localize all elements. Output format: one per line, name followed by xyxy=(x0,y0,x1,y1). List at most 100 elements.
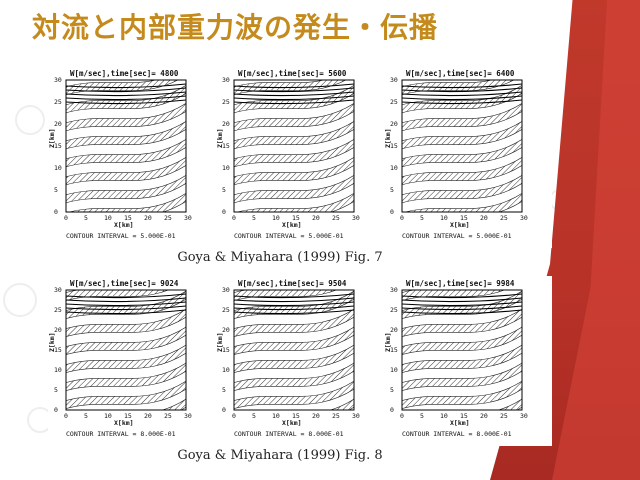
x-tick-label: 5 xyxy=(420,214,424,222)
contour-interval-label: CONTOUR INTERVAL = 5.000E-01 xyxy=(234,232,344,240)
y-tick-label: 25 xyxy=(54,98,62,106)
plot-frame xyxy=(233,289,355,411)
contour-interval-label: CONTOUR INTERVAL = 8.000E-01 xyxy=(402,430,512,438)
y-tick-label: 5 xyxy=(222,386,226,394)
y-tick-label: 25 xyxy=(54,306,62,314)
y-axis-label: Z[km] xyxy=(48,332,56,352)
y-tick-label: 5 xyxy=(222,186,226,194)
x-tick-label: 25 xyxy=(164,214,172,222)
x-axis-label: X[km] xyxy=(450,419,470,427)
x-tick-label: 20 xyxy=(312,412,320,420)
contour-plot: W[m/sec],time[sec]= 5600 0 5 10 15 20 25 30 0 5 10… xyxy=(216,69,360,240)
y-tick-label: 10 xyxy=(390,366,398,374)
y-tick-label: 5 xyxy=(54,386,58,394)
contour-plot: W[m/sec],time[sec]= 4800 0 5 10 15 20 25 30 0 5 10… xyxy=(48,69,192,240)
panel-title: W[m/sec],time[sec]= 9504 xyxy=(238,279,347,288)
x-tick-label: 0 xyxy=(400,214,404,222)
x-tick-label: 10 xyxy=(272,412,280,420)
y-tick-label: 20 xyxy=(54,326,62,334)
x-tick-label: 5 xyxy=(420,412,424,420)
y-tick-label: 0 xyxy=(222,406,226,414)
y-tick-label: 10 xyxy=(54,366,62,374)
y-tick-label: 0 xyxy=(222,208,226,216)
y-tick-label: 30 xyxy=(390,76,398,84)
y-tick-label: 15 xyxy=(54,142,62,150)
x-tick-label: 30 xyxy=(184,214,192,222)
contour-field xyxy=(402,80,522,212)
figure-7-caption: Goya & Miyahara (1999) Fig. 7 xyxy=(177,250,383,265)
x-tick-label: 10 xyxy=(272,214,280,222)
x-tick-label: 30 xyxy=(520,412,528,420)
contour-field xyxy=(66,290,186,410)
y-tick-label: 0 xyxy=(390,208,394,216)
x-tick-label: 30 xyxy=(352,214,360,222)
x-tick-label: 15 xyxy=(124,412,132,420)
y-tick-label: 15 xyxy=(390,346,398,354)
x-tick-label: 10 xyxy=(440,412,448,420)
y-tick-label: 0 xyxy=(54,208,58,216)
x-tick-label: 15 xyxy=(460,412,468,420)
y-tick-label: 25 xyxy=(222,98,230,106)
x-tick-label: 15 xyxy=(292,214,300,222)
x-tick-label: 10 xyxy=(104,412,112,420)
panel-title: W[m/sec],time[sec]= 9984 xyxy=(406,279,515,288)
y-tick-label: 25 xyxy=(390,306,398,314)
x-tick-label: 15 xyxy=(124,214,132,222)
panel-title: W[m/sec],time[sec]= 6400 xyxy=(406,69,515,78)
y-axis-label: Z[km] xyxy=(48,128,56,148)
panel-title: W[m/sec],time[sec]= 4800 xyxy=(70,69,179,78)
x-tick-label: 30 xyxy=(520,214,528,222)
plot-frame xyxy=(401,79,523,213)
fig7-panel-1: W[m/sec],time[sec]= 4800 0 5 10 15 20 25 30 0 5 10… xyxy=(48,66,216,248)
y-tick-label: 25 xyxy=(390,98,398,106)
y-tick-label: 20 xyxy=(390,326,398,334)
contour-plot: W[m/sec],time[sec]= 9504 0 5 10 15 20 25 30 0 5 10… xyxy=(216,279,360,438)
contour-field xyxy=(234,290,354,410)
x-axis-label: X[km] xyxy=(282,221,302,229)
x-tick-label: 20 xyxy=(144,412,152,420)
y-tick-label: 20 xyxy=(54,120,62,128)
x-tick-label: 5 xyxy=(252,412,256,420)
x-tick-label: 25 xyxy=(500,412,508,420)
contour-interval-label: CONTOUR INTERVAL = 8.000E-01 xyxy=(234,430,344,438)
x-tick-label: 0 xyxy=(232,214,236,222)
y-tick-label: 30 xyxy=(222,76,230,84)
figure-8: W[m/sec],time[sec]= 9024 0 5 10 15 20 25 30 0 5 10… xyxy=(48,276,552,446)
x-tick-label: 25 xyxy=(500,214,508,222)
y-tick-label: 25 xyxy=(222,306,230,314)
plot-frame xyxy=(401,289,523,411)
y-axis-label: Z[km] xyxy=(216,128,224,148)
y-tick-label: 15 xyxy=(54,346,62,354)
y-tick-label: 30 xyxy=(54,286,62,294)
x-tick-label: 0 xyxy=(64,412,68,420)
y-tick-label: 30 xyxy=(54,76,62,84)
x-axis-label: X[km] xyxy=(450,221,470,229)
figure-8-caption: Goya & Miyahara (1999) Fig. 8 xyxy=(177,448,383,463)
y-tick-label: 10 xyxy=(222,366,230,374)
y-tick-label: 5 xyxy=(390,386,394,394)
y-tick-label: 30 xyxy=(222,286,230,294)
y-tick-label: 30 xyxy=(390,286,398,294)
x-tick-label: 5 xyxy=(84,214,88,222)
panel-title: W[m/sec],time[sec]= 9024 xyxy=(70,279,179,288)
x-tick-label: 0 xyxy=(400,412,404,420)
x-tick-label: 25 xyxy=(332,412,340,420)
slide-title: 対流と内部重力波の発生・伝播 xyxy=(32,11,439,44)
figure-7: W[m/sec],time[sec]= 4800 0 5 10 15 20 25 30 0 5 10… xyxy=(48,66,552,248)
x-tick-label: 10 xyxy=(440,214,448,222)
fig8-panel-3: W[m/sec],time[sec]= 9984 0 5 10 15 20 25 30 0 5 10… xyxy=(384,276,552,446)
x-tick-label: 20 xyxy=(480,412,488,420)
y-tick-label: 15 xyxy=(222,346,230,354)
contour-plot: W[m/sec],time[sec]= 9024 0 5 10 15 20 25 30 0 5 10… xyxy=(48,279,192,438)
fig8-panel-1: W[m/sec],time[sec]= 9024 0 5 10 15 20 25 30 0 5 10… xyxy=(48,276,216,446)
y-tick-label: 20 xyxy=(222,326,230,334)
y-tick-label: 5 xyxy=(54,186,58,194)
y-tick-label: 10 xyxy=(54,164,62,172)
y-tick-label: 10 xyxy=(222,164,230,172)
x-tick-label: 10 xyxy=(104,214,112,222)
x-tick-label: 15 xyxy=(292,412,300,420)
y-tick-label: 5 xyxy=(390,186,394,194)
panel-title: W[m/sec],time[sec]= 5600 xyxy=(238,69,347,78)
contour-field xyxy=(234,80,354,212)
plot-frame xyxy=(65,289,187,411)
